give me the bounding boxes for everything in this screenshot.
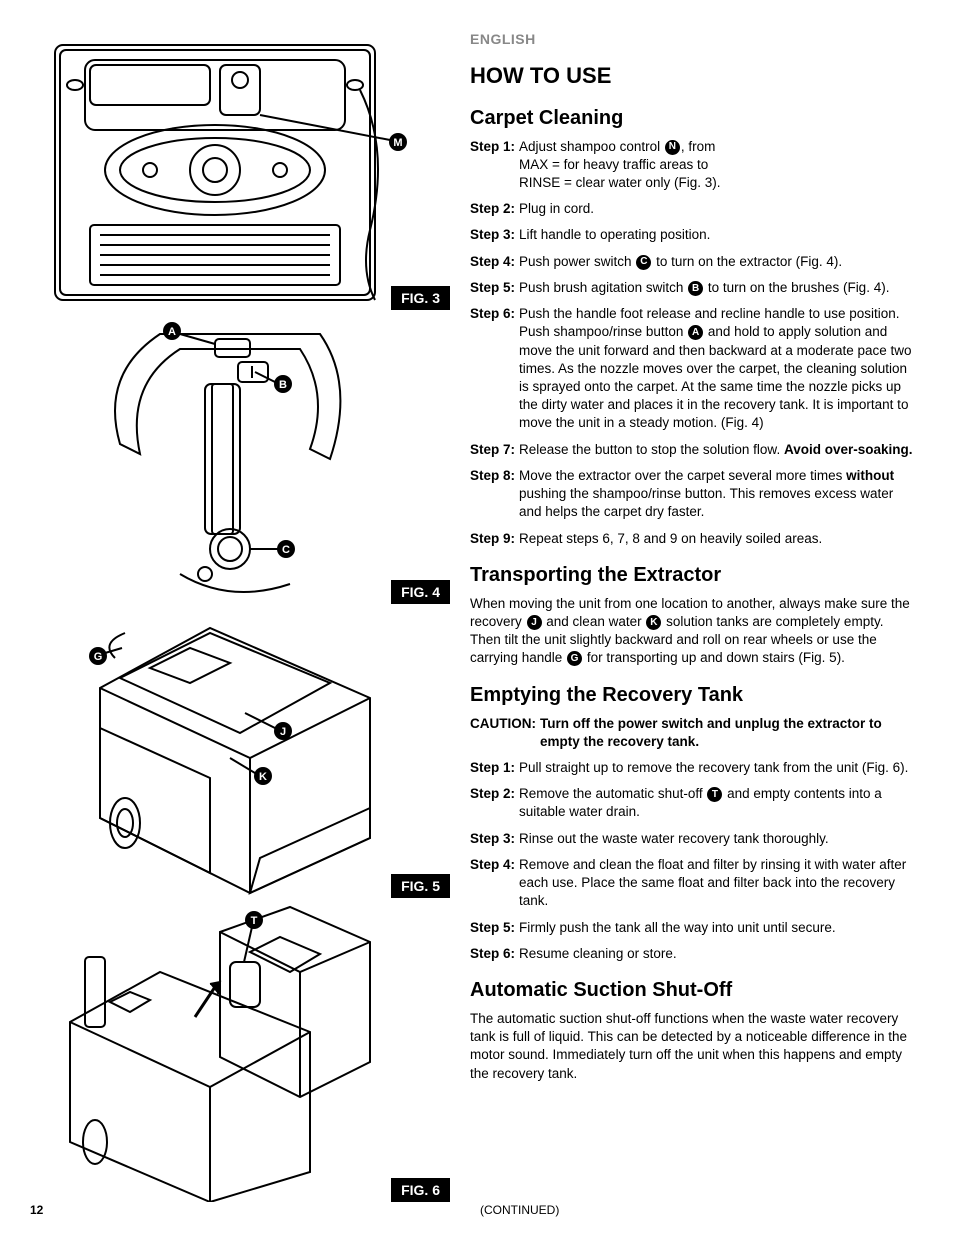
- fig-4-label: FIG. 4: [391, 580, 450, 604]
- letter-k-icon: K: [646, 615, 661, 630]
- emptying-step-1: Step 1: Pull straight up to remove the r…: [470, 759, 914, 777]
- page-number: 12: [30, 1203, 43, 1217]
- callout-g: G: [94, 651, 103, 663]
- emptying-step-2: Step 2: Remove the automatic shut-off T …: [470, 785, 914, 821]
- callout-k: K: [259, 771, 267, 783]
- letter-t-icon: T: [707, 787, 722, 802]
- callout-m: M: [393, 137, 402, 149]
- emptying-step-5: Step 5: Firmly push the tank all the way…: [470, 919, 914, 937]
- fig-5-label: FIG. 5: [391, 874, 450, 898]
- carpet-step-6: Step 6: Push the handle foot release and…: [470, 305, 914, 433]
- figure-6: T FIG. 6: [30, 902, 450, 1202]
- carpet-step-3: Step 3: Lift handle to operating positio…: [470, 226, 914, 244]
- emptying-title: Emptying the Recovery Tank: [470, 682, 914, 709]
- how-to-use-title: HOW TO USE: [470, 61, 914, 91]
- letter-j-icon: J: [527, 615, 542, 630]
- carpet-step-4: Step 4: Push power switch C to turn on t…: [470, 253, 914, 271]
- carpet-step-8: Step 8: Move the extractor over the carp…: [470, 467, 914, 522]
- callout-t: T: [251, 915, 258, 927]
- emptying-step-6: Step 6: Resume cleaning or store.: [470, 945, 914, 963]
- fig-6-label: FIG. 6: [391, 1178, 450, 1202]
- figure-4: A B C FIG. 4: [30, 314, 450, 604]
- fig-3-label: FIG. 3: [391, 286, 450, 310]
- carpet-step-5: Step 5: Push brush agitation switch B to…: [470, 279, 914, 297]
- letter-b-icon: B: [688, 281, 703, 296]
- transporting-title: Transporting the Extractor: [470, 562, 914, 589]
- auto-shutoff-title: Automatic Suction Shut-Off: [470, 977, 914, 1004]
- callout-c: C: [282, 544, 290, 556]
- carpet-step-7: Step 7: Release the button to stop the s…: [470, 441, 914, 459]
- figure-3: M FIG. 3: [30, 30, 450, 310]
- auto-shutoff-body: The automatic suction shut-off functions…: [470, 1010, 914, 1083]
- letter-c-icon: C: [636, 255, 651, 270]
- carpet-step-2: Step 2: Plug in cord.: [470, 200, 914, 218]
- carpet-step-9: Step 9: Repeat steps 6, 7, 8 and 9 on he…: [470, 530, 914, 548]
- callout-b: B: [279, 379, 287, 391]
- letter-a-icon: A: [688, 325, 703, 340]
- callout-a: A: [168, 326, 176, 338]
- callout-j: J: [280, 726, 286, 738]
- figure-5: G J K FIG. 5: [30, 608, 450, 898]
- language-header: ENGLISH: [470, 30, 914, 49]
- text-column: ENGLISH HOW TO USE Carpet Cleaning Step …: [470, 30, 914, 1205]
- carpet-step-1: Step 1: Adjust shampoo control N, from M…: [470, 138, 914, 193]
- emptying-step-3: Step 3: Rinse out the waste water recove…: [470, 830, 914, 848]
- figures-column: M FIG. 3: [30, 30, 450, 1205]
- caution-text: CAUTION: Turn off the power switch and u…: [470, 715, 914, 751]
- carpet-cleaning-title: Carpet Cleaning: [470, 105, 914, 132]
- continued-label: (CONTINUED): [480, 1203, 559, 1217]
- letter-g-icon: G: [567, 651, 582, 666]
- emptying-step-4: Step 4: Remove and clean the float and f…: [470, 856, 914, 911]
- transporting-body: When moving the unit from one location t…: [470, 595, 914, 668]
- letter-n-icon: N: [665, 140, 680, 155]
